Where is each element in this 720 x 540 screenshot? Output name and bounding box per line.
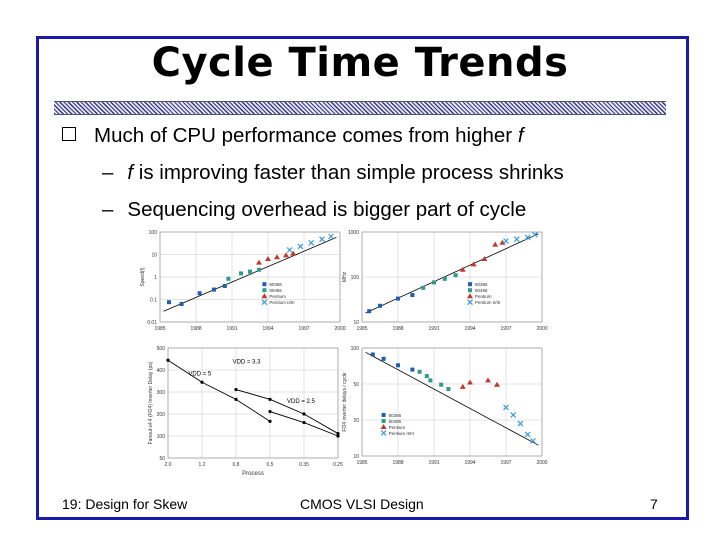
slide-title: Cycle Time Trends: [151, 40, 569, 86]
bullet-text-before: Sequencing overhead is bigger part of cy…: [127, 198, 527, 221]
title-divider: [54, 101, 666, 115]
footer-center: CMOS VLSI Design: [300, 496, 424, 512]
bullet-text-after: is improving faster than simple process …: [133, 161, 564, 184]
dash-marker: –: [102, 198, 114, 221]
bullet-text-before: Much of CPU performance comes from highe…: [94, 124, 518, 147]
footer-left: 19: Design for Skew: [62, 496, 188, 512]
bullet-list: Much of CPU performance comes from highe…: [62, 120, 564, 231]
dash-marker: –: [102, 161, 114, 184]
bullet-italic: f: [517, 124, 524, 147]
bullet-2: – f is improving faster than simple proce…: [62, 157, 564, 194]
slide-frame: [36, 36, 689, 520]
page-number: 7: [650, 496, 658, 512]
bullet-1: Much of CPU performance comes from highe…: [62, 120, 564, 157]
bullet-3: – Sequencing overhead is bigger part of c…: [62, 194, 564, 231]
checkbox-bullet-icon: [62, 127, 76, 141]
bullet-italic: f: [127, 161, 134, 184]
